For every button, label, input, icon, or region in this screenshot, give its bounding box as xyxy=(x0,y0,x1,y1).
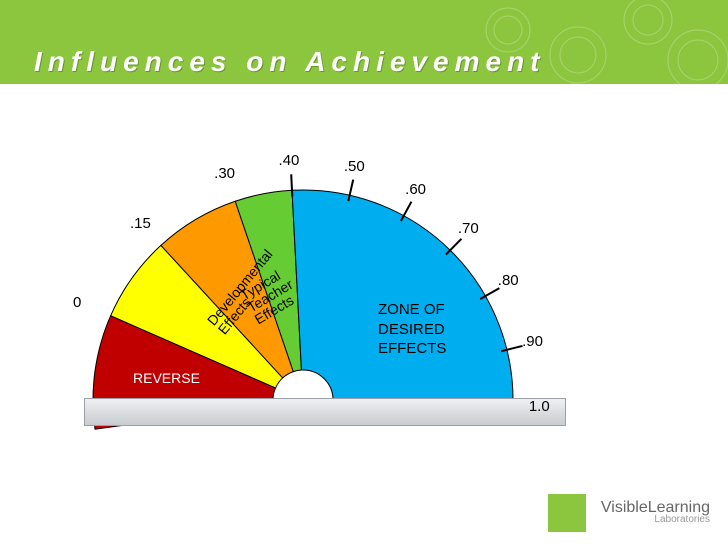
gauge-tick-label: 1.0 xyxy=(529,398,550,415)
brand-square-icon xyxy=(548,494,586,532)
footer-brand: VisibleLearning Laboratories xyxy=(548,494,710,532)
gauge-tick-label: .40 xyxy=(279,152,300,169)
gauge-tick xyxy=(291,174,292,196)
gauge-tick-label: .70 xyxy=(458,220,479,237)
gauge-tick-label: .80 xyxy=(498,272,519,289)
gauge-tick-label: .90 xyxy=(522,333,543,350)
gauge-segment xyxy=(292,190,513,407)
gauge-tick-label: .15 xyxy=(130,215,151,232)
page-title: Influences on Achievement xyxy=(34,46,546,78)
gauge-tick-label: .60 xyxy=(405,181,426,198)
brand-sub: Laboratories xyxy=(601,515,710,526)
brand-text: VisibleLearning Laboratories xyxy=(601,500,710,525)
gauge-tick-label: .50 xyxy=(344,158,365,175)
gauge-tick xyxy=(446,239,461,255)
segment-label-zone: ZONE OFDESIREDEFFECTS xyxy=(378,300,446,359)
segment-label-reverse: REVERSE xyxy=(133,370,200,386)
gauge-base-bar xyxy=(84,398,566,426)
gauge-tick-label: .30 xyxy=(214,165,235,182)
gauge-tick-label: 0 xyxy=(73,294,81,311)
